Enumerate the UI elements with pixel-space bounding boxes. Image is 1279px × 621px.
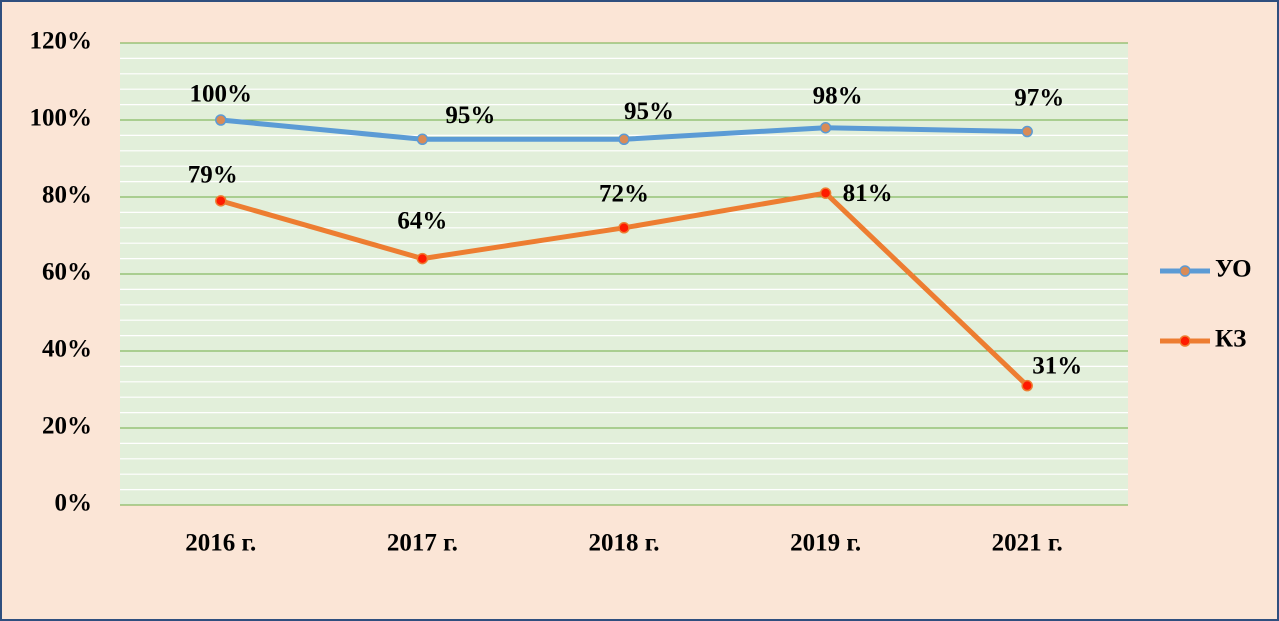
data-point [819,121,832,134]
legend-label: УО [1215,256,1252,283]
y-tick-label: 0% [55,490,93,517]
data-point [819,187,832,199]
data-label: 72% [599,181,649,208]
data-label: 64% [397,207,447,234]
data-point [215,195,227,207]
data-label: 81% [843,180,893,207]
legend-marker [1179,335,1191,347]
x-tick-label: 2016 г. [185,530,256,557]
data-label: 98% [813,82,863,109]
data-label: 97% [1014,84,1064,111]
data-label: 100% [190,81,253,108]
data-label: 79% [188,162,238,189]
x-tick-label: 2019 г. [790,530,861,557]
y-tick-label: 120% [30,28,93,55]
data-point [416,133,429,145]
y-tick-label: 40% [42,336,92,363]
y-tick-label: 20% [42,413,92,440]
data-label: 95% [624,98,674,125]
y-tick-label: 80% [42,182,92,209]
data-label: 95% [445,102,495,129]
legend-label: КЗ [1215,326,1246,353]
data-point [1021,379,1033,392]
data-point [215,114,227,126]
legend-marker [1179,265,1191,277]
data-label: 31% [1032,352,1082,379]
data-point [618,133,630,145]
x-tick-label: 2017 г. [387,530,458,557]
data-point [1021,125,1033,138]
y-tick-label: 100% [30,105,93,132]
y-tick-label: 60% [42,259,92,286]
x-tick-label: 2021 г. [992,530,1063,557]
data-point [618,222,630,234]
x-tick-label: 2018 г. [588,530,659,557]
data-point [416,252,429,265]
